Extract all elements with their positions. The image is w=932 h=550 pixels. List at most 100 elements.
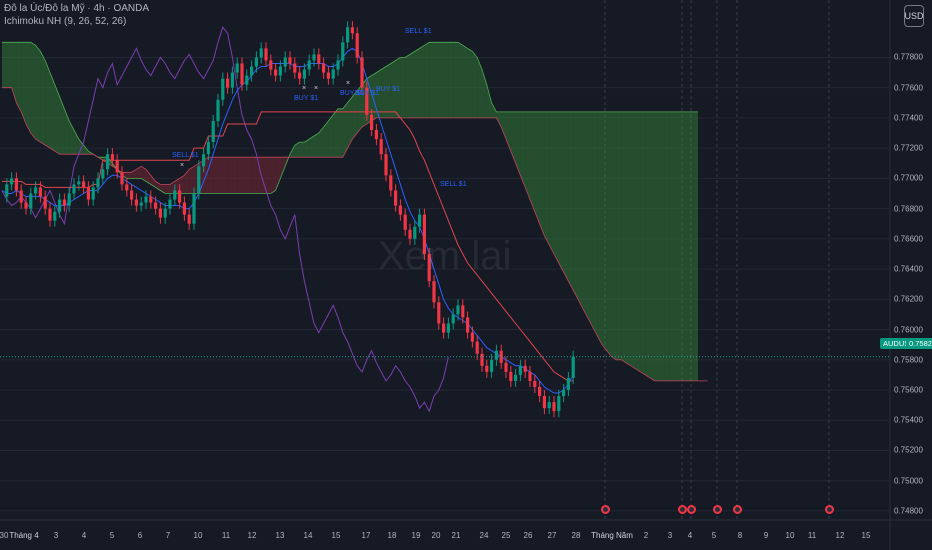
candle [322,63,326,73]
cloud-segment [376,69,382,118]
candle [34,187,38,194]
cloud-segment [251,157,257,194]
candle [187,214,191,224]
cloud-segment [486,84,492,118]
cloud-segment [21,42,26,124]
cloud-segment [371,72,377,121]
cloud-segment [515,111,521,176]
x-axis-tick-label: 17 [361,531,371,540]
candle [182,202,186,215]
candle [67,193,71,206]
cloud-segment [333,108,338,158]
us-flag-event-icon[interactable] [713,505,722,514]
cloud-segment [314,133,319,158]
candle [461,305,465,318]
cloud-segment [222,157,228,194]
x-axis-tick-label: 19 [411,531,421,540]
us-flag-event-icon[interactable] [687,505,696,514]
candle [250,66,254,76]
cloud-segment [592,111,598,336]
cloud-segment [587,111,593,327]
candle [259,48,263,58]
candle [10,178,14,185]
cloud-segment [69,120,74,155]
cloud-segment [189,166,194,194]
y-axis-tick-label: 0.76600 [894,234,923,244]
cloud-segment [126,172,132,179]
cloud-segment [525,111,530,200]
cloud-segment [674,111,679,381]
au-flag-event-icon[interactable] [733,505,742,514]
candle [274,69,278,76]
cloud-segment [491,102,497,118]
y-axis-tick-label: 0.77600 [894,83,923,93]
x-axis-tick-label: 27 [547,531,557,540]
candle [317,54,321,64]
candle [418,214,422,227]
cloud-segment [621,111,626,363]
x-axis-tick-label: 7 [165,531,171,540]
candle [19,190,23,203]
cloud-segment [280,157,286,179]
candle [86,187,90,200]
currency-button[interactable]: USD [904,5,924,27]
candle [456,305,460,315]
cloud-segment [184,169,190,194]
y-axis-tick-label: 0.76000 [894,325,923,335]
indicator-title[interactable]: Ichimoku NH (9, 26, 52, 26) [4,16,127,27]
candle [470,332,474,342]
x-axis-tick-label: 21 [451,531,461,540]
candle [235,63,239,73]
candle [154,202,158,209]
cloud-segment [232,157,238,194]
candle [394,190,398,206]
y-axis-tick-label: 0.76200 [894,294,923,304]
x-axis-tick-label: 25 [501,531,511,540]
us-flag-event-icon[interactable] [601,505,610,514]
cloud-segment [309,136,314,158]
cloud-segment [141,166,146,182]
candle [221,78,225,100]
cloud-segment [688,111,694,381]
cloud-segment [242,157,247,194]
x-axis-tick-label: Tháng Năm [591,531,633,540]
cloud-segment [453,42,458,118]
candle [427,253,431,282]
candle [504,362,508,372]
candle [269,60,273,70]
cloud-segment [611,111,617,360]
x-axis-tick-label: 5 [109,531,115,540]
symbol-title[interactable]: Đô la Úc/Đô la Mỹ · 4h · OANDA [4,3,150,14]
candle [547,402,551,409]
cloud-segment [26,42,31,134]
cloud-segment [35,45,41,143]
sell-signal-label: SELL $1 [440,181,467,188]
cloud-segment [573,111,578,300]
last-price-badge: 0.75820 [906,338,932,349]
candle [254,57,258,67]
cloud-segment [54,84,60,155]
candle [134,199,138,206]
candle [485,365,489,372]
cloud-segment [323,120,329,158]
candle [144,196,148,203]
candle [14,178,18,191]
cloud-segment [390,60,396,118]
candle [326,72,330,79]
candle [72,184,76,194]
cloud-segment [549,111,554,254]
cloud-segment [578,111,583,309]
candle [120,172,124,185]
us-flag-event-icon[interactable] [825,505,834,514]
y-axis-tick-label: 0.75000 [894,476,923,486]
au-flag-event-icon[interactable] [678,505,687,514]
cloud-segment [616,111,622,360]
candle [58,199,62,212]
cross-marker: × [314,85,319,92]
candle [298,72,302,79]
candle [346,27,350,43]
candle [552,402,556,412]
cloud-segment [146,169,151,185]
cloud-segment [64,108,70,155]
